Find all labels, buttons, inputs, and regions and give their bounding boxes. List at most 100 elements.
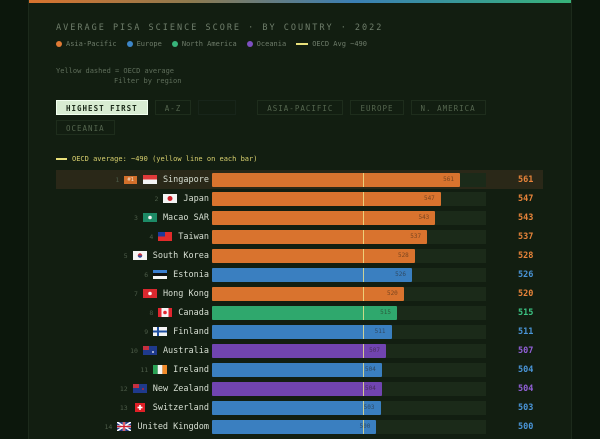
dot-icon	[246, 41, 253, 47]
country-label: 3 Macao SAR	[134, 213, 209, 223]
score-value: 547	[518, 193, 534, 204]
oecd-average-line	[362, 229, 364, 244]
score-bar[interactable]: 547	[212, 191, 441, 206]
country-name: Australia	[162, 345, 209, 356]
rank-number: 3	[134, 213, 138, 222]
empty-button[interactable]	[198, 100, 237, 115]
bar-track: 507	[212, 343, 486, 358]
bar-track: 561	[212, 172, 486, 187]
bar-value-label: 528	[397, 251, 409, 259]
bar-track: 504	[212, 381, 486, 396]
country-label: 8 Canada	[149, 308, 209, 318]
country-name: Switzerland	[152, 402, 209, 413]
bar-row-ireland[interactable]: 11 Ireland 504 504	[56, 360, 543, 379]
rank-number: 7	[134, 289, 138, 298]
dot-icon	[56, 41, 62, 47]
score-value: 504	[518, 364, 534, 375]
score-value: 511	[518, 326, 534, 337]
chart-title: AVERAGE PISA SCIENCE SCORE · BY COUNTRY …	[56, 23, 384, 33]
score-bar[interactable]: 528	[212, 248, 415, 263]
rank-number: 11	[140, 365, 149, 374]
bar-row-australia[interactable]: 10 Australia 507 507	[56, 341, 543, 360]
sort-highest-first-button[interactable]: HIGHEST FIRST	[56, 100, 148, 115]
bar-row-singapore[interactable]: 1 #1 Singapore 561 561	[56, 170, 543, 189]
country-name: Finland	[173, 326, 209, 337]
flag-hk-icon	[142, 289, 157, 298]
bar-value-label: 561	[443, 175, 454, 183]
bar-value-label: 515	[380, 308, 391, 316]
filter-europe-button[interactable]: EUROPE	[350, 100, 404, 115]
oecd-average-line	[362, 381, 364, 396]
dot-icon	[126, 41, 133, 47]
score-bar[interactable]: 537	[212, 229, 428, 244]
score-value: 507	[518, 345, 534, 356]
bar-value-label: 543	[418, 213, 430, 221]
bar-row-japan[interactable]: 2 Japan 547 547	[56, 189, 543, 208]
score-bar[interactable]: 504	[212, 362, 382, 377]
filter-north-america-button[interactable]: N. AMERICA	[410, 100, 486, 115]
score-bar[interactable]: 515	[212, 305, 397, 320]
dot-icon	[171, 41, 178, 47]
score-bar[interactable]: 543	[212, 210, 436, 225]
bar-track: 543	[212, 210, 486, 225]
note-filter: Filter by region	[114, 77, 182, 85]
score-value: 537	[518, 231, 534, 242]
bar-value-label: 503	[363, 403, 375, 411]
bar-row-switzerland[interactable]: 13 Switzerland 503 503	[56, 398, 543, 417]
filter-asia-pacific-button[interactable]: ASIA-PACIFIC	[257, 100, 344, 115]
flag-ch-icon	[133, 403, 147, 412]
score-bar[interactable]: 526	[212, 267, 412, 282]
score-bar[interactable]: 503	[212, 400, 381, 415]
bar-track: 500	[212, 419, 486, 434]
country-label: 6 Estonia	[144, 270, 209, 280]
bar-row-hong-kong[interactable]: 7 Hong Kong 520 520	[56, 284, 543, 303]
country-name: Singapore	[162, 174, 209, 185]
bar-track: 547	[212, 191, 486, 206]
flag-au-icon	[142, 346, 157, 355]
flag-mo-icon	[142, 213, 157, 222]
bar-row-taiwan[interactable]: 4 Taiwan 537 537	[56, 227, 543, 246]
country-label: 10 Australia	[130, 346, 209, 356]
score-value: 515	[518, 307, 534, 318]
score-bar[interactable]: 504	[212, 381, 382, 396]
country-label: 9 Finland	[144, 327, 209, 337]
rank-number: 9	[144, 327, 149, 336]
score-bar[interactable]: 500	[212, 419, 377, 434]
country-label: 4 Taiwan	[149, 232, 209, 242]
country-name: Macao SAR	[162, 212, 209, 223]
score-bar[interactable]: 561	[212, 172, 460, 187]
chart-notes: Yellow dashed = OECD average Filter by r…	[56, 66, 181, 86]
bar-value-label: 511	[374, 327, 386, 335]
bar-track: 526	[212, 267, 486, 282]
flag-fi-icon	[153, 327, 168, 336]
score-value: 503	[518, 402, 534, 413]
oecd-average-line	[362, 343, 364, 358]
bar-value-label: 504	[365, 365, 376, 373]
score-value: 528	[518, 250, 534, 261]
legend: Asia-Pacific Europe North America Oceani…	[56, 40, 377, 48]
oecd-average-line	[362, 419, 364, 434]
bar-row-estonia[interactable]: 6 Estonia 526 526	[56, 265, 543, 284]
bar-row-macao-sar[interactable]: 3 Macao SAR 543 543	[56, 208, 543, 227]
country-name: Ireland	[173, 364, 209, 375]
bar-row-south-korea[interactable]: 5 South Korea 528 528	[56, 246, 543, 265]
oecd-average-line	[362, 191, 364, 206]
bar-track: 504	[212, 362, 486, 377]
country-name: Canada	[178, 307, 209, 318]
country-label: 11 Ireland	[140, 365, 209, 375]
sort-az-button[interactable]: A-Z	[154, 100, 192, 115]
rank-number: 2	[154, 194, 159, 203]
bar-row-finland[interactable]: 9 Finland 511 511	[56, 322, 543, 341]
bar-row-new-zealand[interactable]: 12 New Zealand 504 504	[56, 379, 543, 398]
bar-row-united-kingdom[interactable]: 14 United Kingdom 500 500	[56, 417, 543, 436]
flag-ee-icon	[153, 270, 168, 279]
flag-tw-icon	[158, 232, 173, 241]
score-bar[interactable]: 507	[212, 343, 386, 358]
top-rank-badge: #1	[124, 175, 137, 184]
score-bar[interactable]: 520	[212, 286, 404, 301]
bar-value-label: 526	[395, 270, 406, 278]
bar-row-canada[interactable]: 8 Canada 515 515	[56, 303, 543, 322]
filter-oceania-button[interactable]: OCEANIA	[56, 120, 115, 135]
score-bar[interactable]: 511	[212, 324, 392, 339]
oecd-average-line	[362, 324, 364, 339]
